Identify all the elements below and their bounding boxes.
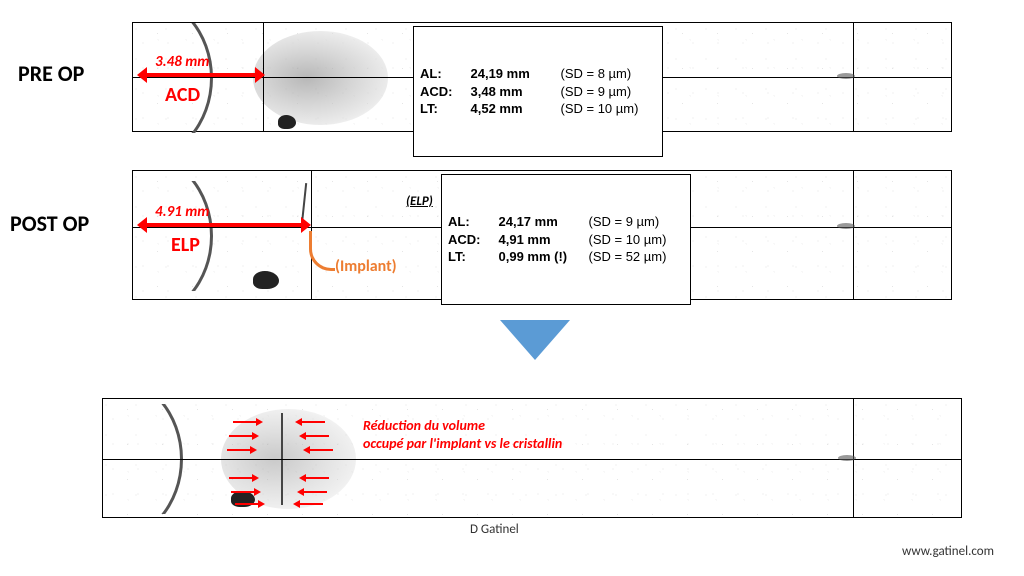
caption-line1: Réduction du volume — [363, 417, 485, 434]
acd-name: ACD — [165, 83, 200, 107]
vol-arrow — [233, 421, 257, 423]
acd-value: 3.48 mm — [155, 53, 209, 71]
acd-sd-2: (SD = 10 µm) — [589, 231, 685, 249]
acd-label: ACD: — [420, 83, 471, 101]
lt-sd-2: (SD = 52 µm) — [589, 248, 685, 266]
vline-retina-2 — [853, 171, 854, 299]
overlay-scan-panel: Réduction du volume occupé par l'implant… — [102, 398, 962, 518]
overlay-caption: Réduction du volume occupé par l'implant… — [363, 417, 562, 453]
lens-blob — [253, 31, 388, 125]
vol-arrow — [299, 503, 323, 505]
vol-arrow — [301, 421, 325, 423]
lt-value: 4,52 mm — [471, 100, 561, 118]
acd-arrow — [145, 73, 257, 77]
lt-label-2: LT: — [448, 248, 499, 266]
caption-line2: occupé par l'implant vs le cristallin — [363, 435, 562, 452]
lt-label: LT: — [420, 100, 471, 118]
vol-arrow — [309, 449, 333, 451]
postop-label: POST OP — [10, 210, 89, 237]
vol-arrow — [305, 435, 329, 437]
vol-arrow — [227, 449, 251, 451]
postop-scan-panel: 4.91 mm ELP (Implant) (ELP) AL:24,17 mm(… — [132, 170, 952, 300]
al-value: 24,19 mm — [471, 65, 561, 83]
acd-label-2: ACD: — [448, 231, 499, 249]
elp-name: ELP — [171, 233, 200, 257]
lt-value-2: 0,99 mm (!) — [499, 248, 589, 266]
dark-spot-3 — [231, 491, 255, 507]
al-label: AL: — [420, 65, 471, 83]
retina-spot-2 — [837, 223, 855, 229]
preop-data-box: AL:24,19 mm(SD = 8 µm) ACD:3,48 mm(SD = … — [413, 26, 663, 157]
elp-arrow — [145, 223, 303, 227]
vol-arrow — [303, 491, 327, 493]
lt-sd: (SD = 10 µm) — [561, 100, 657, 118]
dark-spot-2 — [253, 271, 279, 289]
author-credit: D Gatinel — [470, 522, 519, 537]
dark-spot — [278, 115, 296, 129]
vol-arrow — [229, 477, 253, 479]
down-arrow-icon — [500, 320, 570, 360]
preop-scan-panel: 3.48 mm ACD AL:24,19 mm(SD = 8 µm) ACD:3… — [132, 22, 952, 132]
acd-value-2: 4,91 mm — [499, 231, 589, 249]
al-value-2: 24,17 mm — [499, 213, 589, 231]
hline-axis-3 — [103, 459, 961, 460]
site-credit: www.gatinel.com — [902, 544, 994, 559]
preop-label: PRE OP — [18, 60, 84, 87]
al-label-2: AL: — [448, 213, 499, 231]
vol-arrow — [305, 477, 329, 479]
al-sd-2: (SD = 9 µm) — [589, 213, 685, 231]
acd-sd: (SD = 9 µm) — [561, 83, 657, 101]
elp-value: 4.91 mm — [155, 203, 209, 221]
elp-prefix: (ELP) — [406, 194, 433, 209]
vol-arrow — [231, 491, 255, 493]
vol-arrow — [229, 435, 253, 437]
implant-label: (Implant) — [335, 257, 397, 276]
vol-arrow — [235, 503, 259, 505]
postop-data-box: AL:24,17 mm(SD = 9 µm) ACD:4,91 mm(SD = … — [441, 174, 691, 305]
acd-value-box: 3,48 mm — [471, 83, 561, 101]
retina-spot-3 — [838, 455, 856, 461]
retina-spot — [837, 73, 855, 79]
al-sd: (SD = 8 µm) — [561, 65, 657, 83]
